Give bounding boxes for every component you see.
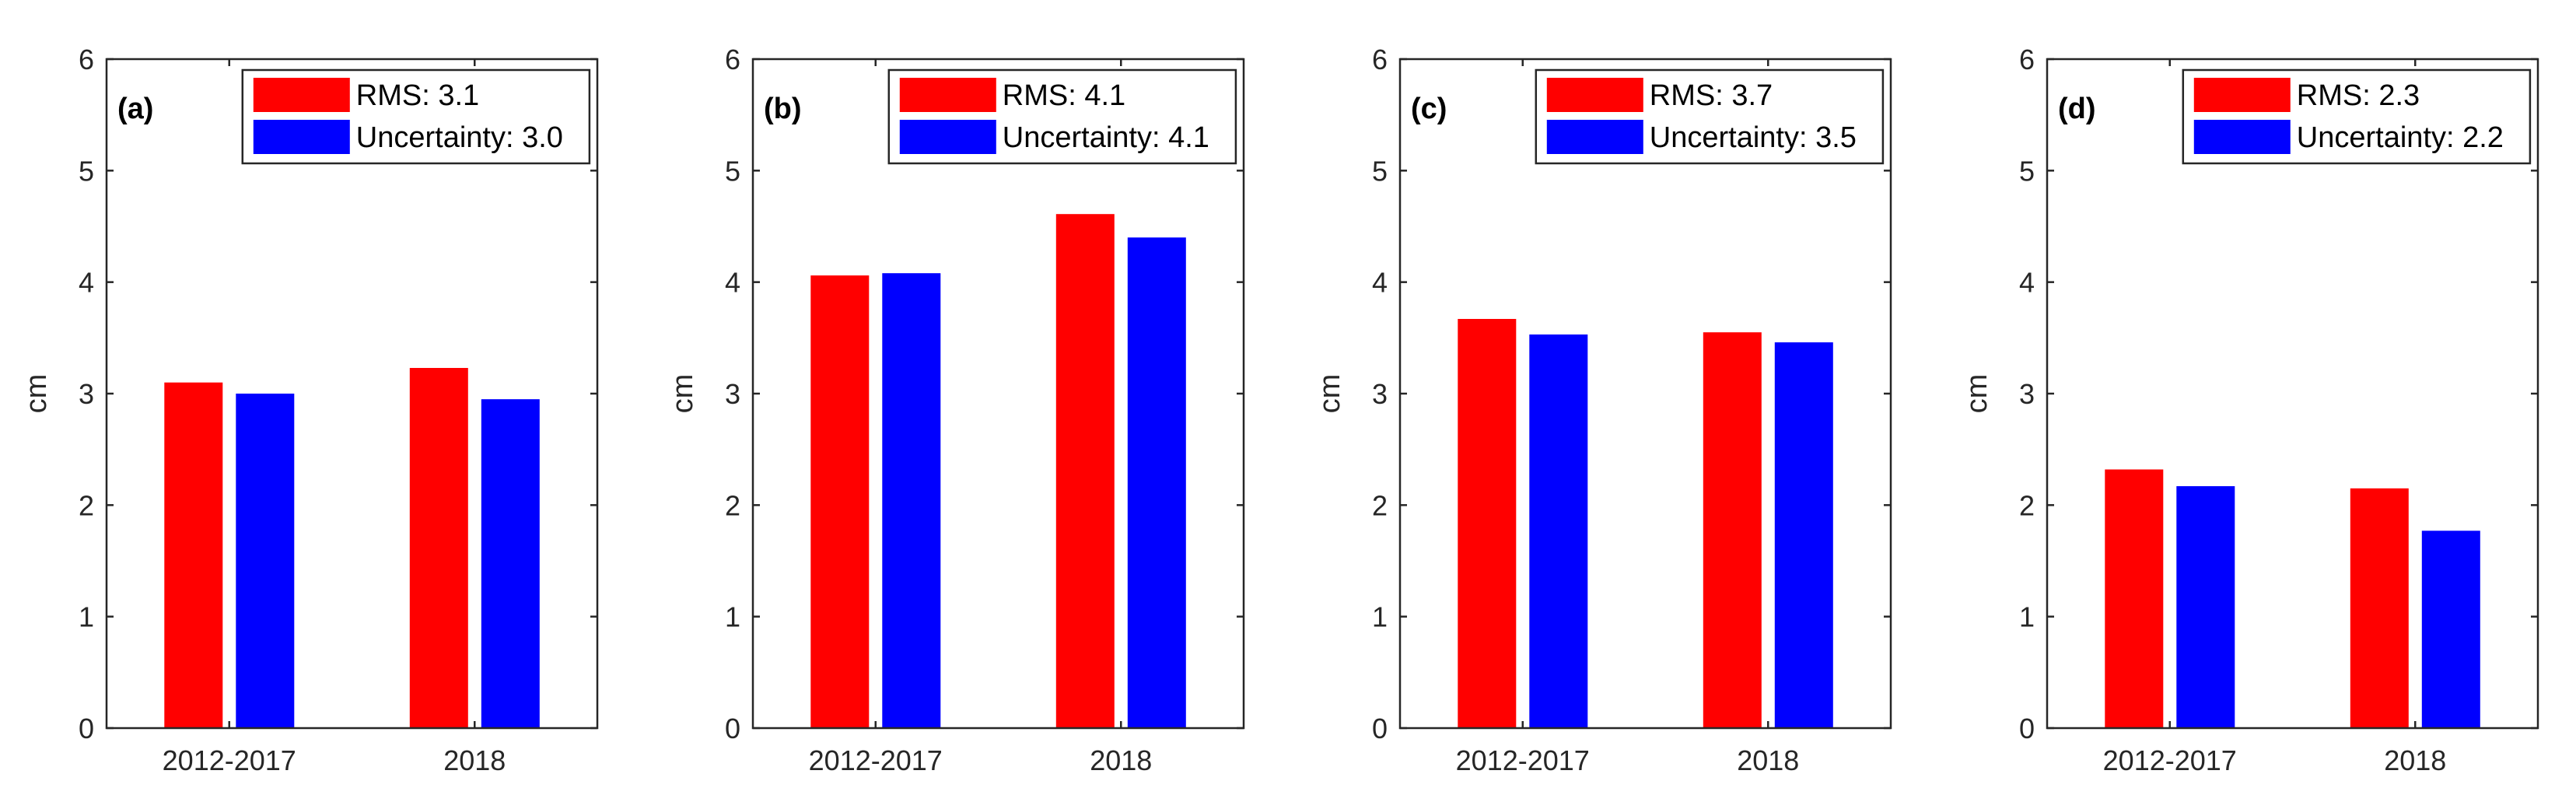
x-tick-label: 2012-2017 bbox=[163, 744, 296, 776]
y-tick-label: 3 bbox=[79, 378, 94, 410]
y-axis-label: cm bbox=[1314, 374, 1346, 414]
legend-swatch-uncertainty bbox=[253, 120, 350, 154]
y-tick-label: 4 bbox=[725, 267, 740, 299]
axes-frame bbox=[1398, 58, 1892, 730]
bar-rms-2012-2017 bbox=[1458, 319, 1517, 728]
axes-frame bbox=[105, 58, 599, 730]
bar-uncertainty-2012-2017 bbox=[236, 394, 295, 728]
y-tick-label: 0 bbox=[725, 713, 740, 744]
y-tick-label: 5 bbox=[725, 155, 740, 187]
y-tick-label: 1 bbox=[725, 601, 740, 633]
axes-frame bbox=[2046, 58, 2539, 730]
y-tick-label: 2 bbox=[79, 489, 94, 521]
legend-swatch-uncertainty bbox=[899, 120, 996, 154]
x-tick-label: 2012-2017 bbox=[2103, 744, 2237, 776]
bar-rms-2012-2017 bbox=[810, 275, 870, 729]
legend-swatch-rms bbox=[899, 78, 996, 112]
legend-swatch-rms bbox=[1546, 78, 1643, 112]
y-tick-label: 3 bbox=[725, 378, 740, 410]
bar-rms-2018 bbox=[2350, 488, 2409, 728]
x-tick-label: 2018 bbox=[2384, 744, 2446, 776]
x-tick-label: 2018 bbox=[443, 744, 506, 776]
y-tick-label: 5 bbox=[1372, 155, 1388, 187]
y-tick-label: 6 bbox=[1372, 44, 1388, 75]
y-tick-label: 1 bbox=[1372, 601, 1388, 633]
y-tick-label: 5 bbox=[2019, 155, 2035, 187]
legend-label-rms: RMS: 3.7 bbox=[1650, 79, 1773, 112]
y-tick-label: 0 bbox=[2019, 713, 2035, 744]
legend-swatch-uncertainty bbox=[2193, 120, 2291, 154]
legend-label-rms: RMS: 2.3 bbox=[2297, 79, 2420, 112]
bar-uncertainty-2012-2017 bbox=[882, 273, 941, 728]
legend-label-rms: RMS: 4.1 bbox=[1003, 79, 1125, 112]
y-tick-label: 5 bbox=[79, 155, 94, 187]
bar-uncertainty-2018 bbox=[2421, 531, 2480, 728]
x-tick-label: 2012-2017 bbox=[809, 744, 943, 776]
y-tick-label: 4 bbox=[1372, 267, 1388, 299]
panel-label: (b) bbox=[764, 93, 802, 125]
y-tick-label: 4 bbox=[2019, 267, 2035, 299]
y-tick-label: 0 bbox=[1372, 713, 1388, 744]
y-tick-label: 6 bbox=[2019, 44, 2035, 75]
panel-label: (a) bbox=[117, 93, 153, 125]
x-tick-label: 2018 bbox=[1737, 744, 1799, 776]
legend-swatch-rms bbox=[2193, 78, 2291, 112]
y-axis-label: cm bbox=[667, 374, 699, 414]
bar-uncertainty-2012-2017 bbox=[2176, 486, 2235, 728]
legend-label-rms: RMS: 3.1 bbox=[356, 79, 479, 112]
y-tick-label: 0 bbox=[79, 713, 94, 744]
bar-rms-2018 bbox=[1703, 332, 1762, 728]
y-tick-label: 6 bbox=[725, 44, 740, 75]
panel-label: (d) bbox=[2058, 93, 2096, 125]
panel-a: 2012-2017 2018 0 1 2 3 4 5 6 cm (a) RMS: 3.1 Uncerta… bbox=[20, 44, 599, 776]
y-tick-label: 2 bbox=[725, 489, 740, 521]
legend-swatch-uncertainty bbox=[1546, 120, 1643, 154]
y-tick-label: 2 bbox=[1372, 489, 1388, 521]
bar-rms-2012-2017 bbox=[2105, 469, 2164, 728]
bar-rms-2018 bbox=[1055, 214, 1115, 728]
panel-d: 2012-2017 2018 0 1 2 3 4 5 6 cm (d) RMS: 2.3 Uncerta… bbox=[1961, 44, 2539, 776]
panel-label: (c) bbox=[1411, 93, 1447, 125]
y-tick-label: 3 bbox=[2019, 378, 2035, 410]
legend-label-uncertainty: Uncertainty: 4.1 bbox=[1003, 121, 1209, 154]
y-tick-label: 3 bbox=[1372, 378, 1388, 410]
legend-label-uncertainty: Uncertainty: 3.5 bbox=[1650, 121, 1857, 154]
x-tick-label: 2012-2017 bbox=[1456, 744, 1590, 776]
bar-uncertainty-2018 bbox=[481, 399, 540, 728]
y-tick-label: 2 bbox=[2019, 489, 2035, 521]
bar-uncertainty-2018 bbox=[1774, 342, 1833, 728]
bar-uncertainty-2018 bbox=[1127, 237, 1186, 728]
legend-label-uncertainty: Uncertainty: 2.2 bbox=[2297, 121, 2504, 154]
panel-b: 2012-2017 2018 0 1 2 3 4 5 6 cm (b) RMS: 4.1 Uncerta… bbox=[667, 44, 1245, 776]
y-tick-label: 4 bbox=[79, 267, 94, 299]
legend-label-uncertainty: Uncertainty: 3.0 bbox=[356, 121, 563, 154]
y-axis-label: cm bbox=[1961, 374, 1993, 414]
y-axis-label: cm bbox=[20, 374, 53, 414]
x-tick-label: 2018 bbox=[1090, 744, 1152, 776]
bar-rms-2018 bbox=[409, 368, 468, 728]
legend-swatch-rms bbox=[253, 78, 350, 112]
y-tick-label: 1 bbox=[79, 601, 94, 633]
bar-rms-2012-2017 bbox=[164, 382, 223, 728]
axes-frame bbox=[751, 58, 1245, 730]
y-tick-label: 1 bbox=[2019, 601, 2035, 633]
panel-c: 2012-2017 2018 0 1 2 3 4 5 6 cm (c) RMS: 3.7 Uncerta… bbox=[1314, 44, 1892, 776]
bar-uncertainty-2012-2017 bbox=[1529, 334, 1588, 728]
y-tick-label: 6 bbox=[79, 44, 94, 75]
